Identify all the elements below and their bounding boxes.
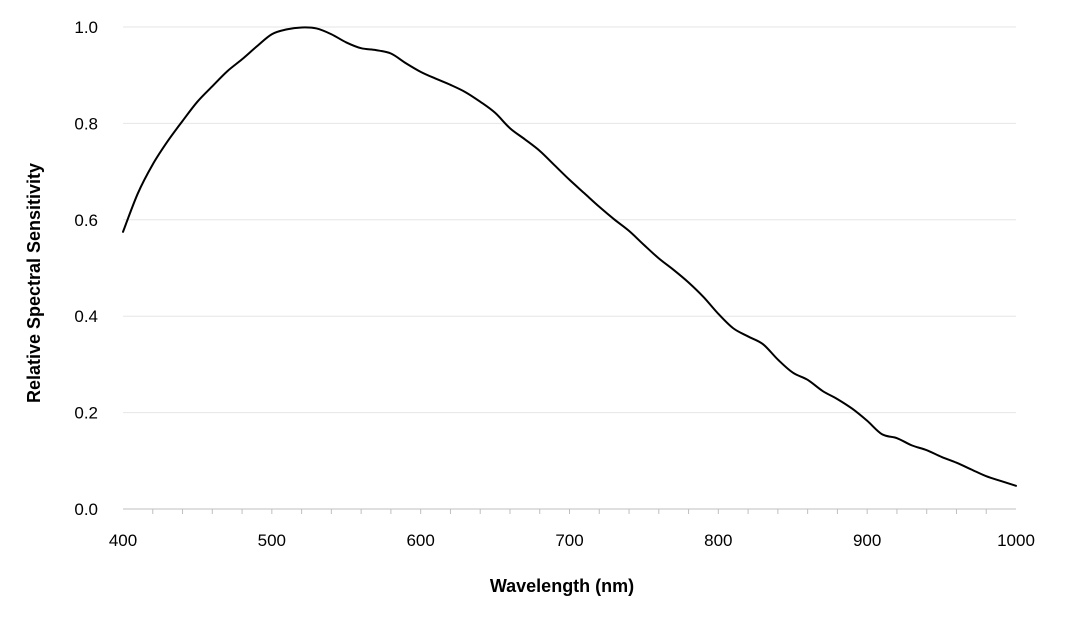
y-tick-label: 0.4	[74, 307, 98, 326]
tick-labels: 0.0 0.2 0.4 0.6 0.8 1.0 400 500 600 700 800 900 1000	[74, 18, 1035, 550]
series-layer	[122, 26, 1017, 487]
y-tick-label: 0.2	[74, 404, 98, 423]
y-tick-label: 0.6	[74, 211, 98, 230]
x-tick-label: 900	[853, 531, 881, 550]
x-tick-label: 600	[406, 531, 434, 550]
x-axis-title: Wavelength (nm)	[490, 576, 634, 596]
x-tick-label: 1000	[997, 531, 1035, 550]
y-tick-label: 1.0	[74, 18, 98, 37]
x-tick-label: 800	[704, 531, 732, 550]
y-tick-label: 0.0	[74, 500, 98, 519]
y-axis-title: Relative Spectral Sensitivity	[24, 163, 44, 403]
axes	[123, 508, 1016, 514]
x-tick-label: 400	[109, 531, 137, 550]
x-tick-label: 500	[258, 531, 286, 550]
x-tick-label: 700	[555, 531, 583, 550]
grid-lines	[123, 26, 1016, 414]
series-line-0	[122, 26, 1017, 487]
y-tick-label: 0.8	[74, 114, 98, 133]
